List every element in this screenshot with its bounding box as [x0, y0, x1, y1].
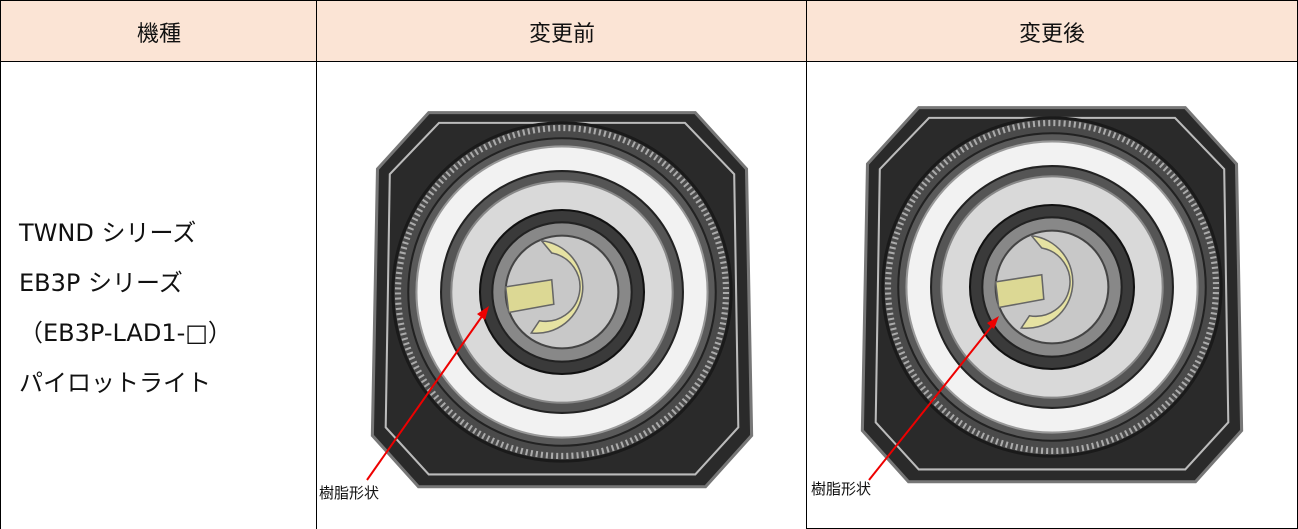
after-cell: 樹脂形状 [806, 61, 1298, 529]
note: 樹脂形状 [319, 484, 380, 502]
header-cell: 変更後 [806, 0, 1298, 62]
note: 樹脂形状 [811, 480, 872, 498]
before-cell: 樹脂形状 [316, 61, 807, 529]
model-cell: TWND シリーズ EB3P シリーズ （EB3P-LAD1-□） パイロットラ… [0, 61, 317, 529]
model-line: TWND シリーズ [19, 219, 197, 247]
header-text: 変更前 [528, 21, 595, 47]
model-line: EB3P シリーズ [19, 269, 183, 297]
arrow [366, 306, 489, 481]
model-line: （EB3P-LAD1-□） [19, 319, 232, 347]
header-cell: 変更前 [316, 0, 807, 62]
arrow [868, 316, 999, 481]
header-cell: 機種 [0, 0, 317, 62]
model-lines: TWND シリーズ EB3P シリーズ （EB3P-LAD1-□） パイロットラ… [19, 208, 232, 408]
model-line: パイロットライト [19, 369, 211, 397]
header-text: 変更後 [1018, 21, 1085, 47]
header-text: 機種 [136, 21, 181, 47]
